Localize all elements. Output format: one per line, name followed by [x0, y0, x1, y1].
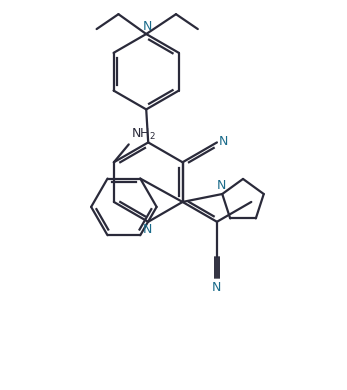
- Text: NH$_2$: NH$_2$: [131, 127, 156, 142]
- Text: N: N: [143, 223, 152, 236]
- Text: N: N: [212, 281, 222, 294]
- Text: N: N: [143, 20, 152, 33]
- Text: N: N: [217, 179, 226, 192]
- Text: N: N: [219, 135, 228, 148]
